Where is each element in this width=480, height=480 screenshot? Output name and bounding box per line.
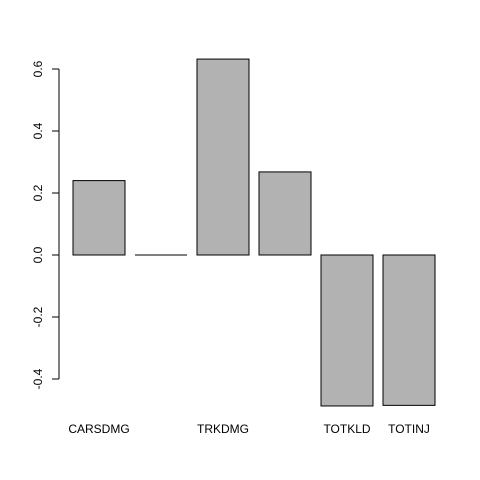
bar-1 (72, 180, 126, 256)
y-tick-label: -0.4 (31, 368, 45, 389)
y-tick-label: 0.2 (31, 184, 45, 201)
bar-5 (320, 254, 374, 407)
y-tick-label: 0.0 (31, 246, 45, 263)
x-category-label: TRKDMG (197, 422, 249, 436)
x-category-label: TOTKLD (323, 422, 370, 436)
y-axis: -0.4 -0.2 0.0 0.2 0.4 0.6 (31, 60, 60, 389)
x-category-label: CARSDMG (68, 422, 129, 436)
x-category-label: TOTINJ (388, 422, 430, 436)
y-tick-label: 0.4 (31, 122, 45, 139)
bars-group (72, 58, 436, 407)
bar-6 (382, 254, 436, 406)
bar-4 (258, 171, 312, 256)
y-tick-label: 0.6 (31, 60, 45, 77)
y-tick-label: -0.2 (31, 306, 45, 327)
bar-3 (196, 58, 250, 256)
x-axis-labels: CARSDMG TRKDMG TOTKLD TOTINJ (68, 422, 430, 436)
